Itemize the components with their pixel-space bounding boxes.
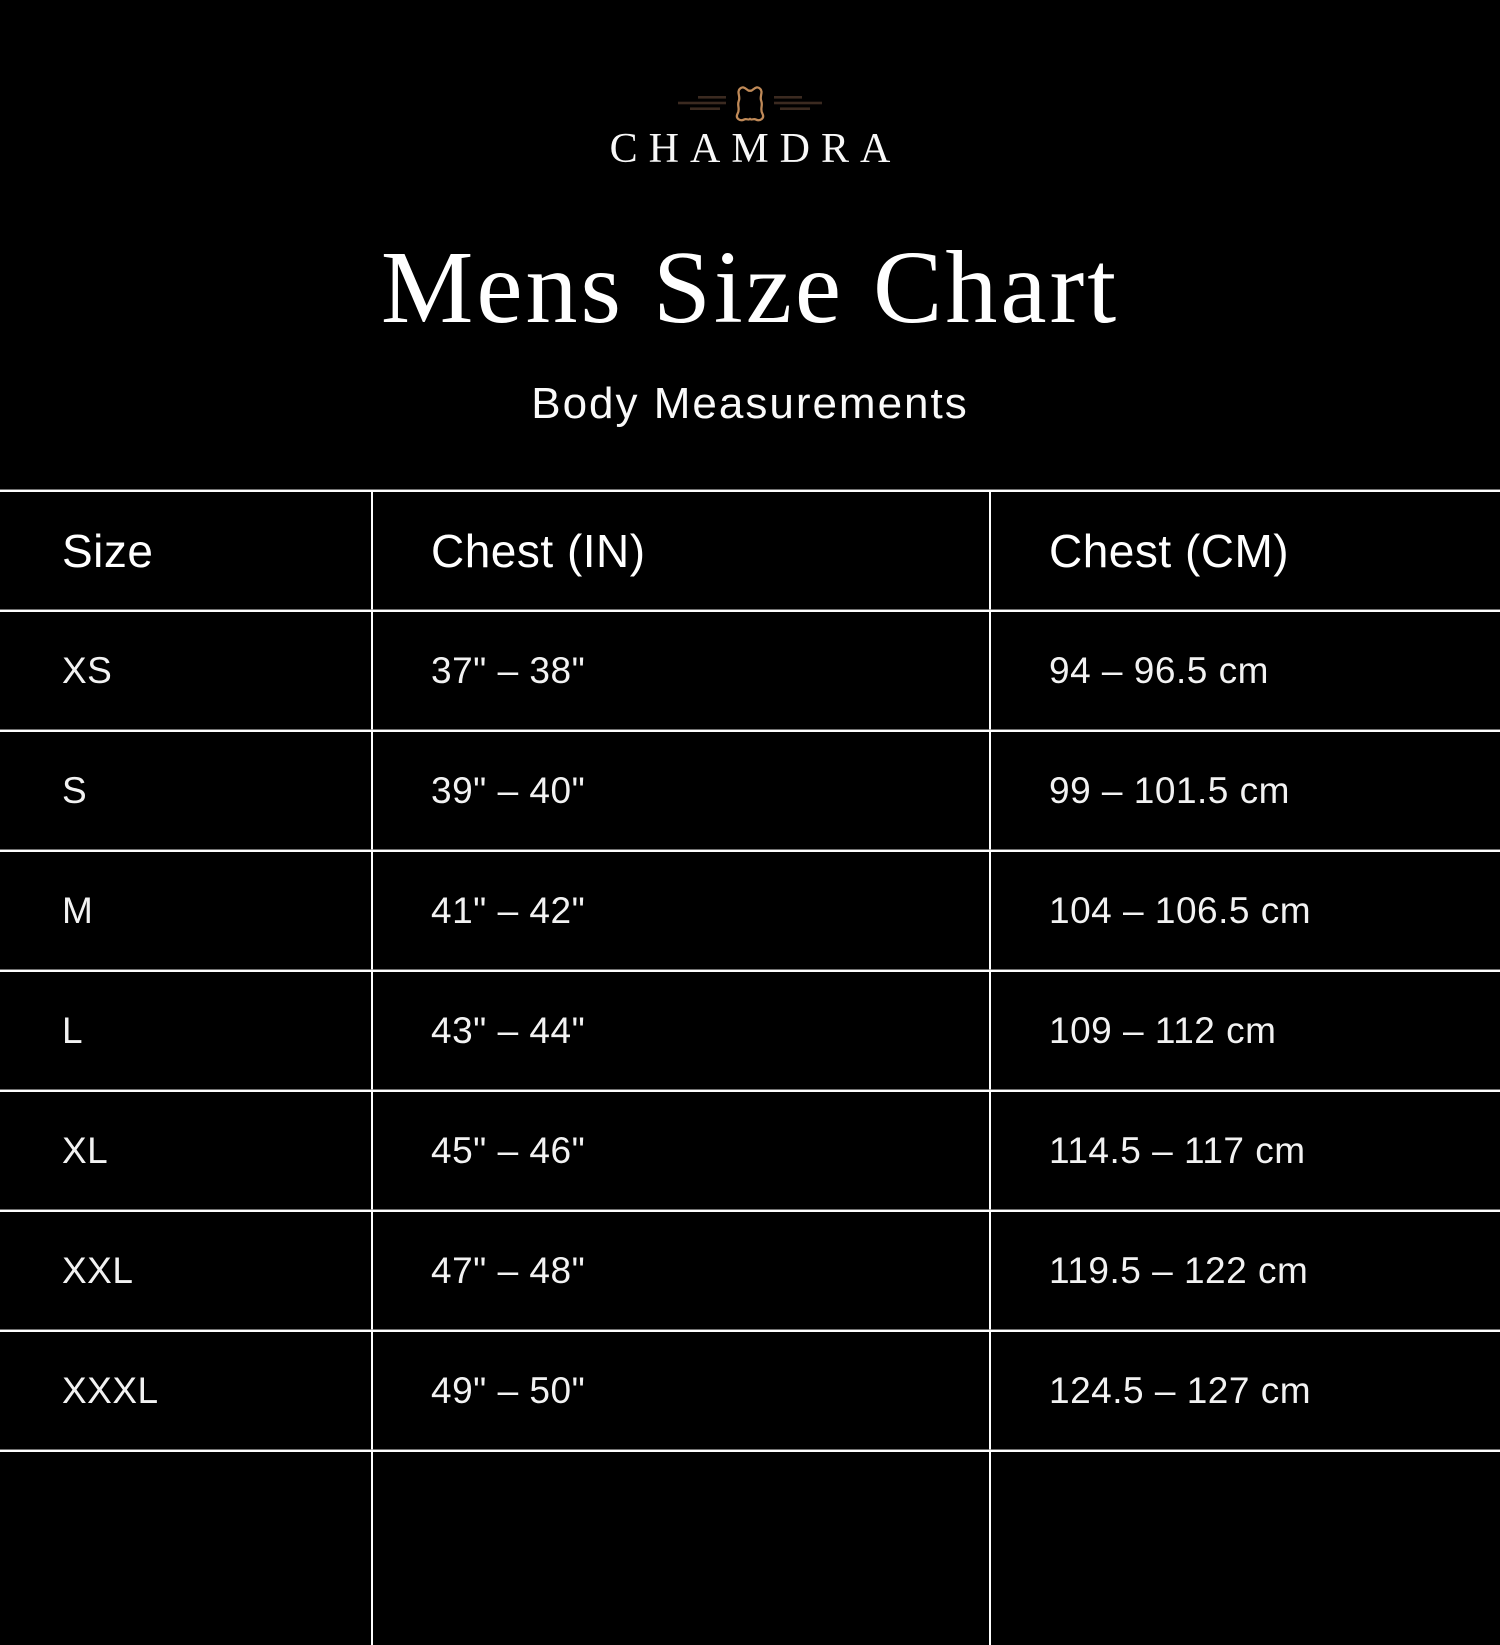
chest-in-cell: 37" – 38" [371,612,989,730]
leather-hide-icon [733,83,767,123]
size-cell: M [62,890,94,931]
chest-cm-cell: 124.5 – 127 cm [989,1332,1500,1450]
table-row: XS 37" – 38" 94 – 96.5 cm [0,610,1500,730]
chest-in-cell: 39" – 40" [371,732,989,850]
brand-name: CHAMDRA [609,126,902,172]
size-cell [0,1452,371,1645]
size-chart-table: Size Chest (IN) Chest (CM) XS 37" – 38" … [0,490,1500,1645]
chest-cm-cell: 119.5 – 122 cm [989,1212,1500,1330]
column-header-chest-cm: Chest (CM) [989,492,1500,610]
chest-cm-cell: 109 – 112 cm [989,972,1500,1090]
table-header-row: Size Chest (IN) Chest (CM) [0,490,1500,610]
deco-lines-right-icon [774,94,822,112]
chest-cm-cell: 94 – 96.5 cm [989,612,1500,730]
brand-logo [0,82,1500,124]
chest-in-cell: 45" – 46" [371,1092,989,1210]
size-cell: XXL [62,1250,134,1291]
column-header-chest-in: Chest (IN) [371,492,989,610]
chest-cm-cell [989,1452,1500,1645]
table-row-empty [0,1450,1500,1645]
chest-in-cell: 43" – 44" [371,972,989,1090]
table-row: XL 45" – 46" 114.5 – 117 cm [0,1090,1500,1210]
size-cell: XXXL [62,1370,159,1411]
brand-header: CHAMDRA [0,0,1500,173]
column-header-size: Size [62,525,154,577]
table-row: M 41" – 42" 104 – 106.5 cm [0,850,1500,970]
chest-cm-cell: 114.5 – 117 cm [989,1092,1500,1210]
chest-cm-cell: 99 – 101.5 cm [989,732,1500,850]
size-cell: L [62,1010,84,1051]
chest-in-cell: 49" – 50" [371,1332,989,1450]
chest-cm-cell: 104 – 106.5 cm [989,852,1500,970]
table-row: XXL 47" – 48" 119.5 – 122 cm [0,1210,1500,1330]
size-cell: XS [62,650,113,691]
deco-lines-left-icon [678,94,726,112]
size-cell: S [62,770,88,811]
chest-in-cell [371,1452,989,1645]
chest-in-cell: 47" – 48" [371,1212,989,1330]
size-cell: XL [62,1130,109,1171]
chest-in-cell: 41" – 42" [371,852,989,970]
table-row: XXXL 49" – 50" 124.5 – 127 cm [0,1330,1500,1450]
page-title: Mens Size Chart [380,230,1120,345]
table-row: L 43" – 44" 109 – 112 cm [0,970,1500,1090]
page-subtitle: Body Measurements [531,379,969,428]
table-row: S 39" – 40" 99 – 101.5 cm [0,730,1500,850]
